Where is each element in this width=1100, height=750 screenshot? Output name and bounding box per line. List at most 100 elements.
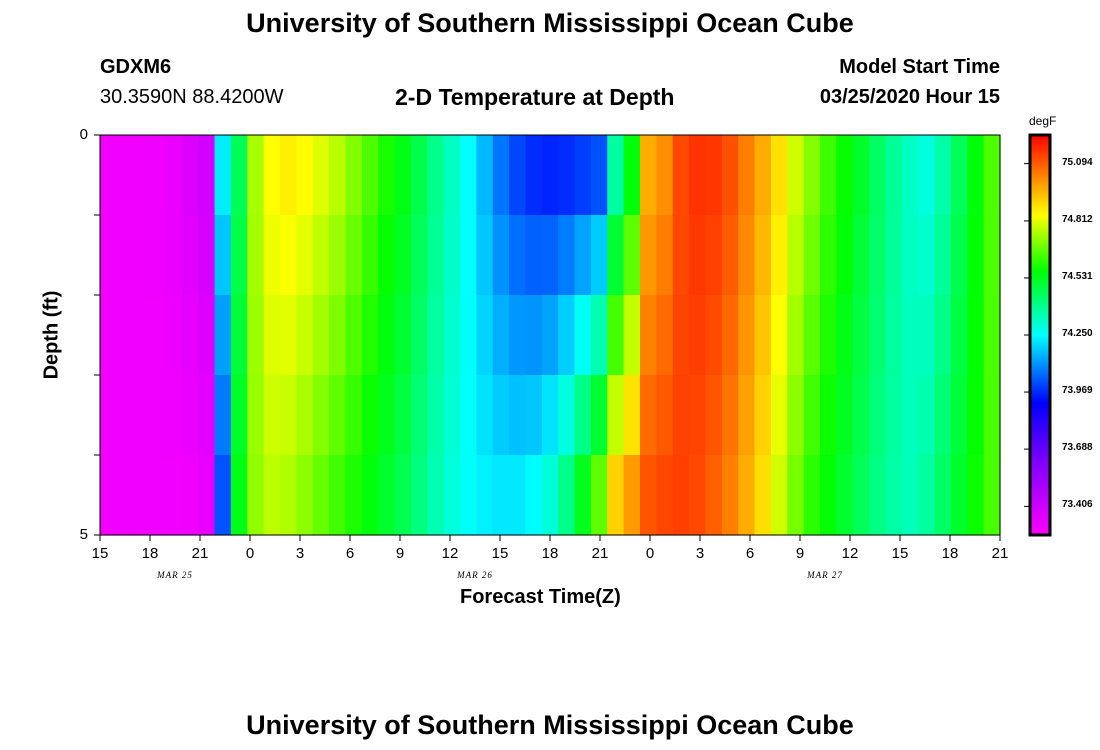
heatmap-cell (836, 375, 854, 456)
heatmap-cell (247, 135, 265, 216)
heatmap-cell (165, 375, 183, 456)
heatmap-cell (574, 295, 592, 376)
heatmap-cell (950, 295, 968, 376)
heatmap-cell (689, 215, 707, 296)
station-coordinates: 30.3590N 88.4200W (100, 86, 284, 108)
heatmap-cell (590, 215, 608, 296)
heatmap-cell (181, 295, 199, 376)
station-id: GDXM6 (100, 56, 172, 78)
heatmap-cell (721, 375, 739, 456)
heatmap-cell (836, 135, 854, 216)
heatmap-cell (476, 455, 494, 536)
heatmap-cell (361, 295, 379, 376)
heatmap-cell (312, 295, 330, 376)
heatmap-cell (754, 455, 772, 536)
heatmap-cell (296, 215, 314, 296)
heatmap-cell (361, 135, 379, 216)
heatmap-cell (230, 375, 248, 456)
heatmap-cell (770, 455, 788, 536)
heatmap-cell (640, 295, 657, 376)
heatmap-cell (443, 295, 461, 376)
heatmap-cell (803, 375, 821, 456)
heatmap-cell (361, 215, 379, 296)
colorbar-tick-label: 73.688 (1062, 442, 1093, 454)
heatmap-cell (525, 455, 543, 536)
heatmap-cell (705, 135, 723, 216)
heatmap-cell (590, 135, 608, 216)
heatmap-cell (574, 375, 592, 456)
heatmap-cell (689, 295, 707, 376)
heatmap-cell (263, 215, 281, 296)
heatmap-cell (983, 295, 1001, 376)
heatmap-cell (181, 215, 199, 296)
heatmap-cell (525, 215, 543, 296)
heatmap-cell (852, 455, 870, 536)
heatmap-cells (100, 135, 1001, 536)
heatmap-cell (541, 135, 559, 216)
heatmap-cell (803, 215, 821, 296)
heatmap-cell (198, 295, 216, 376)
heatmap-cell (329, 295, 347, 376)
heatmap-cell (558, 135, 576, 216)
heatmap-cell (280, 375, 297, 456)
heatmap-cell (492, 455, 510, 536)
x-axis-tick-label: 15 (891, 545, 909, 562)
heatmap-cell (541, 295, 559, 376)
heatmap-cell (329, 455, 347, 536)
heatmap-cell (852, 375, 870, 456)
heatmap-cell (901, 455, 919, 536)
heatmap-cell (820, 215, 837, 296)
heatmap-cell (754, 135, 772, 216)
heatmap-cell (787, 295, 805, 376)
heatmap-cell (689, 375, 707, 456)
y-axis-label: Depth (ft) (40, 290, 63, 380)
heatmap-cell (132, 215, 150, 296)
heatmap-cell (100, 295, 117, 376)
heatmap-cell (280, 295, 297, 376)
heatmap-cell (950, 215, 968, 296)
heatmap-cell (394, 375, 412, 456)
colorbar-tick-label: 74.531 (1062, 270, 1093, 282)
heatmap-cell (443, 455, 461, 536)
heatmap-cell (623, 455, 641, 536)
colorbar-gradient (1028, 133, 1052, 537)
heatmap-cell (656, 375, 674, 456)
heatmap-cell (934, 455, 952, 536)
heatmap-cell (721, 295, 739, 376)
heatmap-cell (574, 455, 592, 536)
x-axis-tick-label: 9 (395, 545, 405, 562)
heatmap-cell (754, 375, 772, 456)
heatmap-cell (623, 215, 641, 296)
heatmap-cell (672, 135, 690, 216)
colorbar-tick-label: 73.969 (1062, 385, 1093, 397)
heatmap-cell (181, 375, 199, 456)
heatmap-cell (770, 135, 788, 216)
heatmap-cell (280, 215, 297, 296)
heatmap-cell (738, 455, 756, 536)
heatmap-cell (918, 375, 936, 456)
x-axis-tick-label: 21 (991, 545, 1009, 562)
heatmap-cell (312, 375, 330, 456)
heatmap-cell (296, 455, 314, 536)
colorbar-tick-label: 73.406 (1062, 499, 1093, 511)
heatmap-cell (770, 295, 788, 376)
x-axis-tick-label: 21 (591, 545, 609, 562)
heatmap-cell (820, 455, 837, 536)
heatmap-cell (427, 215, 445, 296)
heatmap-cell (492, 135, 510, 216)
heatmap-cell (918, 215, 936, 296)
heatmap-cell (296, 375, 314, 456)
heatmap-cell (149, 295, 167, 376)
heatmap-cell (132, 375, 150, 456)
plot-title: 2-D Temperature at Depth (395, 84, 675, 110)
heatmap-cell (803, 455, 821, 536)
heatmap-cell (525, 295, 543, 376)
heatmap-cell (312, 455, 330, 536)
heatmap-cell (410, 135, 428, 216)
model-start-value: 03/25/2020 Hour 15 (819, 86, 1000, 108)
heatmap-cell (623, 375, 641, 456)
heatmap-cell (607, 215, 625, 296)
heatmap-cell (476, 135, 494, 216)
heatmap-cell (918, 135, 936, 216)
heatmap-cell (345, 375, 363, 456)
